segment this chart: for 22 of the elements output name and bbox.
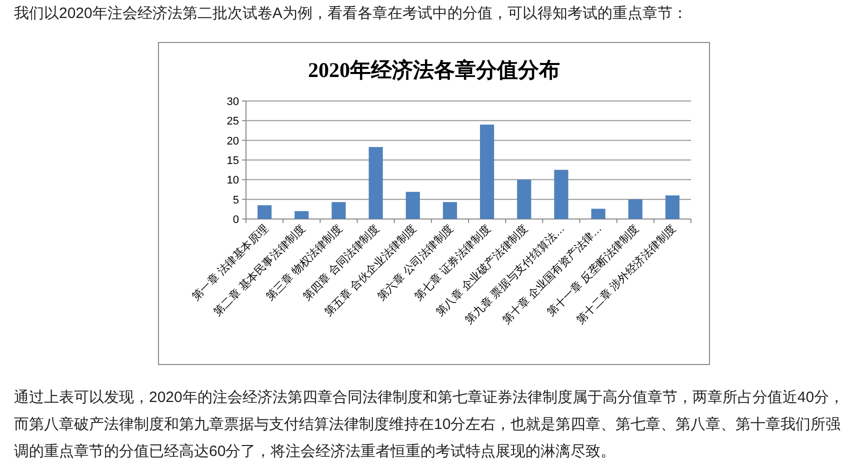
bar xyxy=(665,195,680,219)
bar xyxy=(368,147,383,219)
bar xyxy=(257,205,272,219)
y-tick-label: 20 xyxy=(226,135,239,148)
y-tick-label: 10 xyxy=(226,174,239,187)
y-tick-label: 0 xyxy=(232,214,239,226)
text: 我们以2020年注会经济法第二批次试卷A为例，看看各章在考试中的分值，可以得知考试的重点章节： xyxy=(14,4,688,24)
bar xyxy=(406,192,420,219)
text: 通过上表可以发现，2020年的注会经济法第四章合同法律制度和第七章证券法律制度属于高分值章节，两章所占分值近40分，而第八章破产法律制度和第九章票据与支付结算法律制度维持在10分左右，也就是第四章、第七章、第八章、第十章我们所强调的重点章节的分值已经高达60分了，将注会经济法重者恒重的考试特点展现的淋漓尽致。 xyxy=(14,388,846,462)
bar xyxy=(442,202,458,219)
bar xyxy=(332,202,346,219)
bar xyxy=(294,211,309,219)
bar xyxy=(517,180,532,219)
y-tick-label: 5 xyxy=(232,194,239,206)
bar xyxy=(554,170,568,219)
y-tick-label: 25 xyxy=(226,116,239,128)
bar xyxy=(628,199,642,219)
y-tick-label: 15 xyxy=(226,155,239,167)
y-tick-label: 30 xyxy=(226,96,239,108)
bar xyxy=(591,208,606,219)
chart-title: 2020年经济法各章分值分布 xyxy=(308,58,560,82)
bar xyxy=(480,124,494,219)
